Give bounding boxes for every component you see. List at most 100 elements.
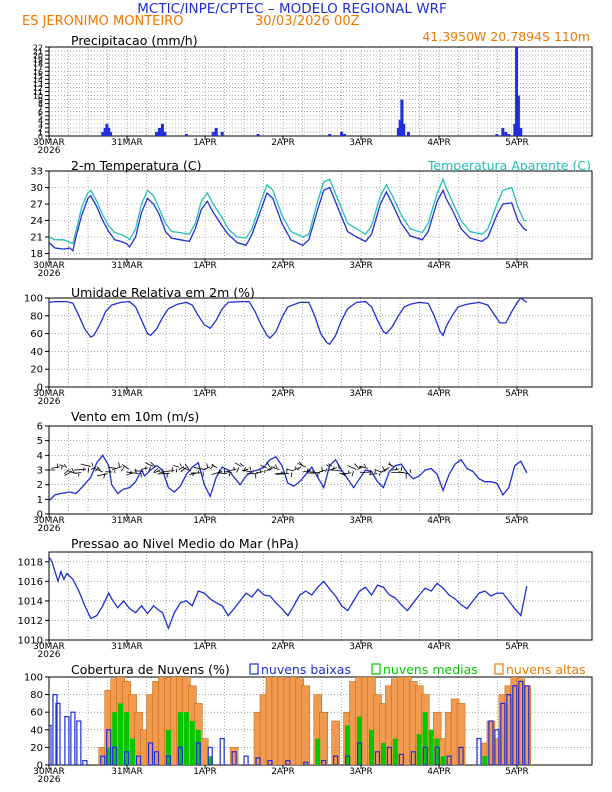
cloud-bar-low — [64, 715, 70, 765]
y-tick-label: 17 — [33, 64, 43, 73]
cloud-bar-mid — [368, 729, 374, 765]
x-tick-label: 4APR — [427, 516, 451, 526]
cloud-bar-mid — [416, 734, 422, 765]
wind-arrow — [80, 463, 91, 467]
wind-arrow — [226, 468, 237, 473]
precip-bar — [220, 131, 224, 136]
wind-arrow — [210, 466, 213, 470]
wind-arrow — [218, 472, 227, 475]
cloud-bar-low — [147, 742, 154, 765]
cloud-bar-low — [165, 755, 172, 765]
wind-arrow — [351, 471, 354, 477]
y-tick-label: 100 — [24, 673, 43, 684]
wind-arrow — [268, 466, 275, 471]
cloud-bar-low — [398, 753, 404, 765]
precip-bar — [495, 133, 499, 136]
cloud-bar-high — [301, 685, 311, 765]
y-tick-label: 5 — [37, 436, 43, 447]
cloud-bar-mid — [189, 721, 195, 765]
precip-bar — [396, 127, 400, 136]
x-tick-label: 2APR — [271, 389, 295, 399]
x-tick-label: 31MAR — [111, 389, 143, 399]
wind-arrow — [158, 471, 165, 474]
series-line-primary — [49, 556, 528, 631]
cloud-bar-low — [100, 755, 106, 765]
x-tick-year: 2026 — [38, 269, 61, 279]
panel-title-rh: Umidade Relativa em 2m (%) — [71, 285, 255, 300]
wind-arrow — [94, 468, 103, 473]
cloud-bar-low — [135, 755, 142, 765]
wind-arrow — [234, 462, 242, 467]
precip-bar — [515, 47, 519, 136]
y-tick-label: 2 — [38, 124, 43, 133]
x-tick-label: 4APR — [427, 261, 451, 271]
series-line-apparent — [49, 177, 527, 245]
wind-arrow — [286, 468, 294, 472]
wind-arrow — [153, 467, 158, 473]
cloud-bar-mid — [183, 712, 189, 765]
y-tick-label: 1014 — [18, 596, 43, 607]
cloud-bar-mid — [195, 729, 201, 765]
wind-arrow — [157, 472, 170, 475]
cloud-bar-low — [374, 751, 381, 765]
y-tick-label: 21 — [33, 48, 43, 57]
wind-arrow — [316, 469, 326, 474]
cloud-bar-mid — [392, 738, 398, 765]
cloud-bar-low — [112, 746, 118, 765]
cloud-bar-low — [344, 755, 351, 765]
cloud-bar-mid — [357, 716, 363, 765]
plot-frame — [48, 297, 593, 388]
x-tick-label: 30MAR — [33, 767, 65, 777]
cloud-bar-low — [207, 746, 213, 765]
cloud-bar-high — [456, 703, 466, 765]
wind-arrow — [120, 466, 125, 472]
x-tick-year: 2026 — [38, 775, 61, 785]
y-tick-label: 33 — [30, 167, 43, 178]
precip-bar — [340, 131, 344, 136]
precip-bar — [400, 99, 404, 136]
x-tick-label: 31MAR — [111, 642, 143, 652]
precip-bar — [516, 95, 520, 136]
wind-arrow — [96, 473, 108, 477]
wind-arrow — [342, 472, 352, 476]
x-tick-label: 1APR — [193, 389, 217, 399]
wind-arrow — [59, 464, 65, 468]
y-tick-label: 60 — [30, 329, 43, 340]
y-tick-label: 0 — [37, 510, 43, 521]
precip-bar — [501, 127, 505, 136]
y-tick-label: 27 — [30, 200, 43, 211]
wind-arrow — [243, 467, 247, 471]
y-tick-label: 60 — [30, 708, 43, 719]
wind-arrow — [375, 469, 383, 473]
wind-arrow — [141, 467, 149, 470]
y-tick-label: 1012 — [18, 616, 43, 627]
cloud-bar-mid — [112, 712, 118, 765]
wind-arrow — [383, 466, 390, 473]
plot-frame — [48, 170, 593, 260]
y-tick-label: 0 — [37, 761, 43, 772]
wind-arrow — [274, 472, 285, 475]
y-tick-label: 80 — [30, 690, 43, 701]
legend-swatch-0 — [249, 663, 259, 675]
y-tick-label: 3 — [37, 466, 43, 477]
legend-label-0: nuvens baixas — [261, 662, 351, 677]
legend-label-2: nuvens altas — [506, 662, 586, 677]
x-tick-label: 1APR — [193, 516, 217, 526]
x-tick-label: 1APR — [193, 261, 217, 271]
wind-arrow — [388, 463, 395, 467]
cloud-bar-mid — [118, 703, 124, 765]
wind-arrow — [189, 473, 196, 475]
x-tick-label: 2APR — [271, 138, 295, 148]
wind-arrow — [71, 467, 75, 473]
precip-bar — [328, 133, 332, 136]
y-tick-label: 18 — [30, 249, 43, 260]
wind-arrow — [338, 464, 340, 470]
cloud-bar-low — [524, 685, 530, 765]
y-tick-label: 1 — [37, 495, 43, 506]
cloud-bar-high — [229, 747, 239, 765]
y-tick-label: 22 — [33, 44, 43, 53]
y-tick-label: 16 — [33, 68, 43, 77]
precip-bar — [109, 131, 113, 136]
